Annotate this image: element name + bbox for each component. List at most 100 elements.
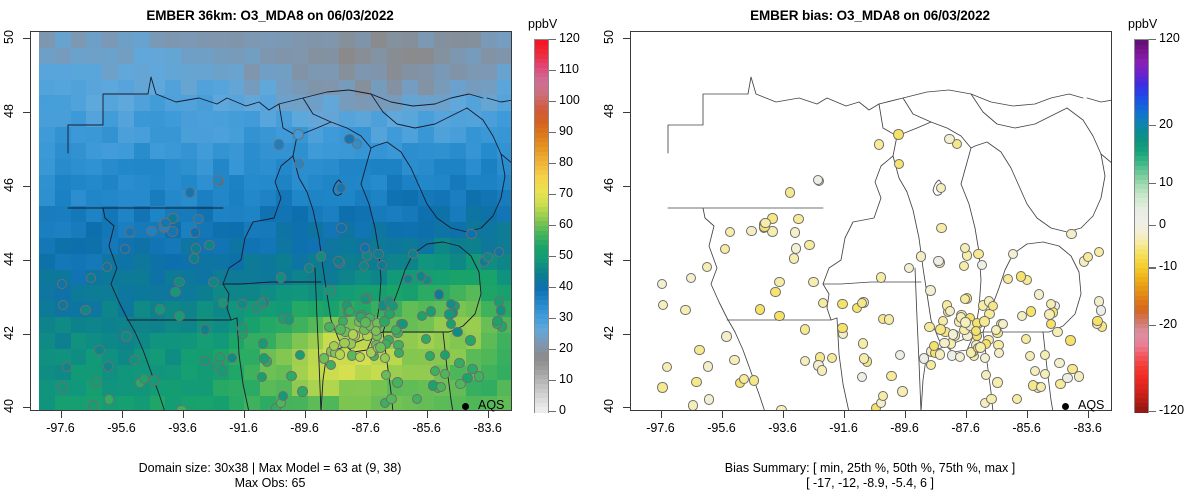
colorbar-segment (535, 305, 548, 311)
aqs-station-point (958, 260, 970, 271)
bias-caption-line1: Bias Summary: [ min, 25th %, 50th %, 75t… (724, 461, 1016, 475)
colorbar-tick-label: 120 (559, 31, 580, 45)
raster-cell (339, 111, 356, 128)
aqs-station-point (297, 386, 308, 397)
colorbar-segment (535, 328, 548, 334)
colorbar-segment (535, 332, 548, 339)
colorbar-segment (1135, 337, 1148, 343)
raster-cell (465, 317, 483, 334)
colorbar-segment (535, 281, 548, 288)
x-tick (843, 411, 845, 418)
state-border-path (914, 267, 922, 410)
raster-cell (244, 285, 261, 302)
colorbar-tick-label: 0 (559, 403, 566, 417)
raster-cell (339, 158, 356, 176)
raster-cell (497, 364, 511, 382)
raster-cell (481, 332, 498, 350)
raster-cell (244, 222, 261, 239)
raster-cell (465, 174, 483, 192)
x-tick-label: -91.6 (829, 421, 858, 435)
raster-cell (481, 364, 498, 382)
raster-cell (434, 174, 451, 192)
colorbar-segment (1135, 142, 1148, 148)
x-tick-label: -83.6 (473, 421, 502, 435)
aqs-station-point (492, 315, 503, 327)
colorbar-segment (535, 295, 548, 301)
aqs-station-point (799, 324, 811, 335)
raster-cell (70, 32, 88, 49)
colorbar-segment (535, 337, 548, 343)
raster-cell (86, 47, 103, 65)
aqs-station-point (799, 356, 811, 367)
raster-cell (228, 127, 246, 144)
raster-cell (165, 32, 182, 49)
aqs-station-point (85, 272, 97, 284)
raster-cell (355, 32, 372, 49)
aqs-station-point (1045, 298, 1056, 310)
raster-cell (86, 174, 103, 192)
raster-cell (449, 253, 467, 271)
raster-cell (386, 32, 404, 49)
colorbar-segment (1135, 272, 1148, 278)
model-panel: EMBER 36km: O3_MDA8 on 06/03/2022 AQS -9… (2, 8, 580, 490)
colorbar-tick (549, 256, 556, 258)
raster-cell (181, 174, 198, 192)
raster-cell (370, 190, 388, 207)
aqs-station-point (80, 304, 91, 316)
raster-cell (307, 364, 325, 382)
colorbar-segment (1135, 277, 1148, 283)
raster-cell (307, 95, 325, 112)
aqs-station-point (858, 353, 870, 364)
aqs-station-point (876, 272, 887, 283)
raster-cell (54, 348, 72, 366)
raster-cell (386, 253, 404, 271)
aqs-station-point (774, 311, 785, 322)
raster-cell (133, 63, 151, 81)
raster-cell (307, 47, 325, 65)
raster-cell (402, 206, 419, 223)
aqs-station-point (392, 377, 403, 388)
raster-cell (291, 111, 309, 128)
aqs-station-point (1054, 357, 1065, 369)
raster-cell (102, 206, 119, 223)
raster-cell (118, 142, 135, 160)
raster-cell (276, 79, 293, 97)
raster-cell (54, 253, 72, 271)
colorbar-segment (535, 44, 548, 50)
raster-cell (54, 127, 72, 144)
aqs-station-point (351, 138, 363, 150)
aqs-station-point (359, 242, 371, 254)
raster-cell (228, 174, 246, 192)
x-tick-label: -85.6 (412, 421, 441, 435)
colorbar-segment (1135, 67, 1148, 74)
aqs-station-point (199, 356, 211, 367)
colorbar-segment (535, 230, 548, 236)
raster-cell (449, 95, 467, 112)
raster-cell (86, 111, 103, 128)
raster-cell (181, 348, 198, 366)
raster-cell (70, 364, 88, 382)
raster-cell (39, 32, 56, 49)
raster-cell (449, 364, 467, 382)
raster-cell (133, 79, 151, 97)
raster-cell (260, 63, 277, 81)
state-border-path (822, 103, 898, 285)
colorbar-segment (1135, 174, 1148, 181)
raster-cell (307, 158, 325, 176)
raster-cell (370, 142, 388, 160)
colorbar-segment (535, 309, 548, 315)
aqs-station-point (791, 243, 802, 254)
raster-cell (228, 111, 246, 128)
raster-cell (86, 142, 103, 160)
raster-cell (102, 32, 119, 49)
aqs-station-point (467, 363, 478, 375)
aqs-station-point (935, 182, 947, 194)
aqs-station-point (429, 365, 441, 376)
aqs-station-point (755, 304, 766, 315)
raster-cell (449, 142, 467, 160)
raster-cell (244, 174, 261, 192)
aqs-station-point (1073, 371, 1085, 382)
raster-cell (418, 111, 435, 128)
raster-cell (228, 269, 246, 287)
aqs-station-point (817, 297, 829, 308)
